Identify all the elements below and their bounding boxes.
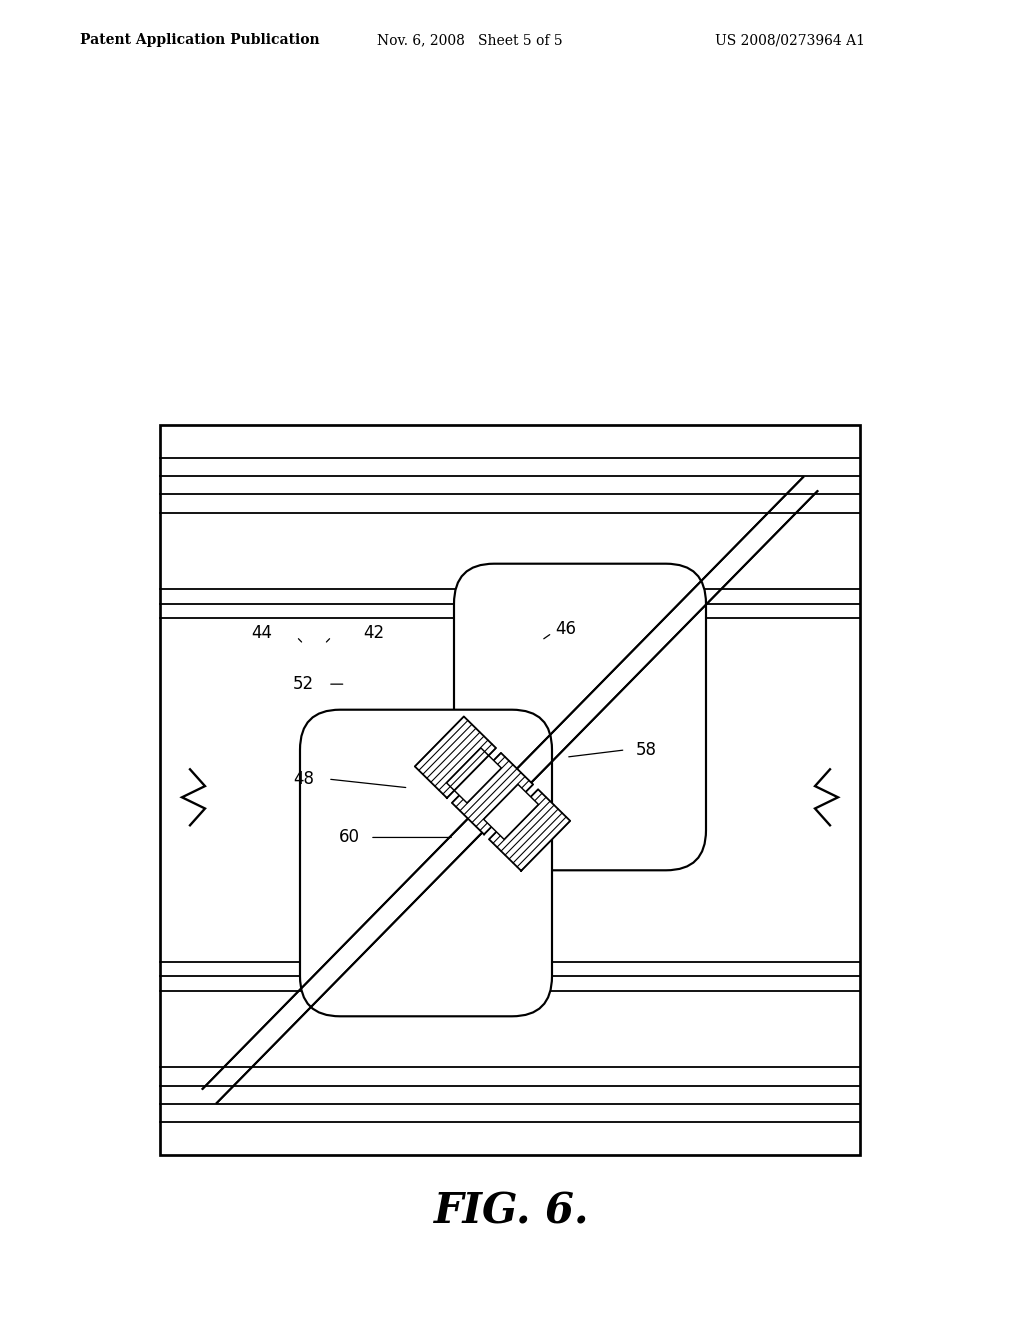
Bar	[160, 425, 860, 1155]
Text: 52: 52	[293, 675, 314, 693]
Text: 60: 60	[339, 829, 359, 846]
Text: 42: 42	[362, 624, 384, 642]
Polygon shape	[483, 784, 539, 840]
FancyBboxPatch shape	[300, 710, 552, 1016]
Text: FIG. 6.: FIG. 6.	[434, 1191, 590, 1233]
Text: Nov. 6, 2008   Sheet 5 of 5: Nov. 6, 2008 Sheet 5 of 5	[377, 33, 563, 48]
Text: Patent Application Publication: Patent Application Publication	[80, 33, 319, 48]
Polygon shape	[415, 717, 496, 799]
Text: 58: 58	[636, 741, 657, 759]
Polygon shape	[489, 789, 570, 871]
Polygon shape	[452, 752, 534, 834]
Text: 48: 48	[293, 770, 314, 788]
Text: 46: 46	[555, 620, 577, 639]
FancyBboxPatch shape	[454, 564, 706, 870]
Text: US 2008/0273964 A1: US 2008/0273964 A1	[715, 33, 865, 48]
Text: 44: 44	[251, 624, 272, 642]
Polygon shape	[446, 748, 502, 803]
